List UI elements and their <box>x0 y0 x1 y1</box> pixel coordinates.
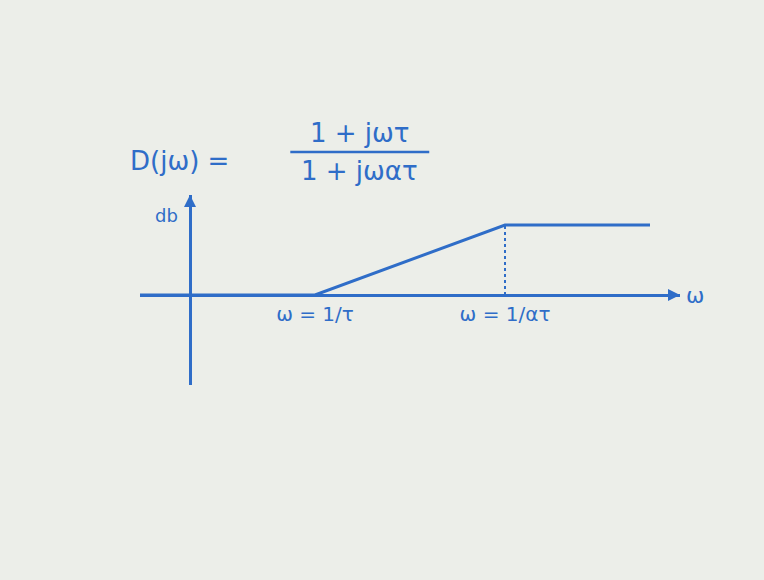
svg-text:D(jω) =: D(jω) = <box>130 146 229 176</box>
svg-text:ω = 1/τ: ω = 1/τ <box>276 302 354 326</box>
svg-text:1 + jωτ: 1 + jωτ <box>310 118 410 148</box>
svg-text:ω = 1/ατ: ω = 1/ατ <box>460 302 551 326</box>
svg-text:db: db <box>155 205 178 226</box>
svg-text:ω: ω <box>686 283 704 308</box>
svg-text:1 + jωατ: 1 + jωατ <box>301 156 418 186</box>
